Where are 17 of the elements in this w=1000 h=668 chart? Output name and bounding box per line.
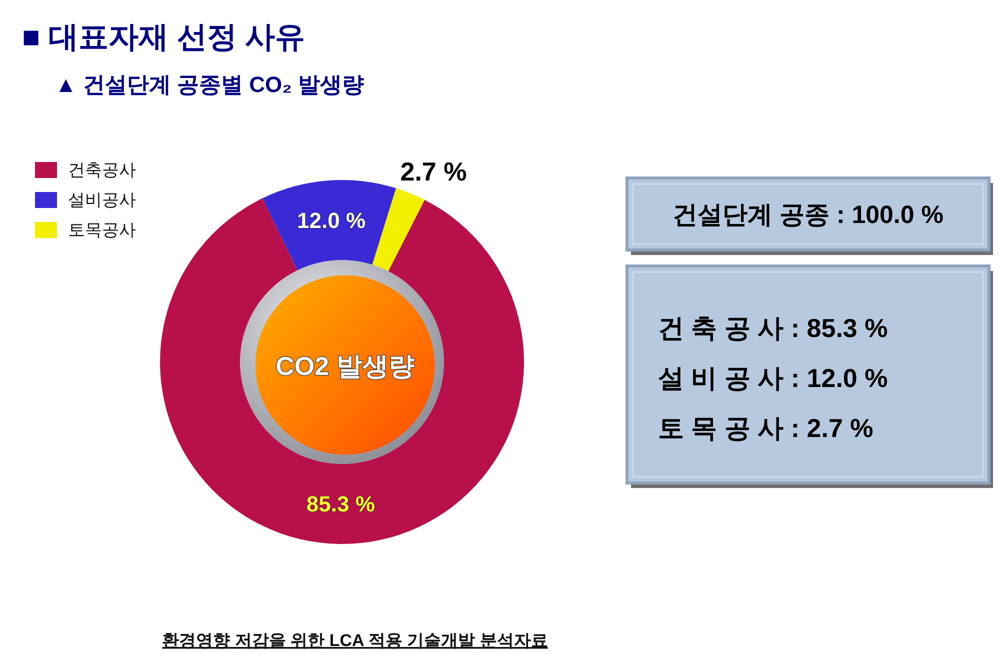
chart-subtitle: ▲ 건설단계 공종별 CO₂ 발생량 [55,72,364,97]
text: 환경영향 저감을 위한 LCA 적용 기술개발 분석자료 [162,631,548,650]
data-label: 85.3 % [306,491,375,516]
text: 설 비 공 사 : 12.0 % [658,363,888,393]
legend-label: 토목공사 [68,220,136,240]
donut-slice [262,180,396,270]
data-label: 12.0 % [297,208,366,233]
legend-label: 건축공사 [68,160,136,180]
text: 건 축 공 사 : 85.3 % [658,313,888,343]
data-label: 2.7 % [400,156,467,187]
donut-slice [372,188,425,272]
chart-title: ■ 대표자재 선정 사유 [22,21,306,54]
text: 건설단계 공종 : 100.0 % [672,201,944,229]
text: CO2 발생량 [276,351,414,381]
text: 토 목 공 사 : 2.7 % [658,413,874,443]
donut-slice [160,198,524,544]
legend-label: 설비공사 [68,190,136,210]
